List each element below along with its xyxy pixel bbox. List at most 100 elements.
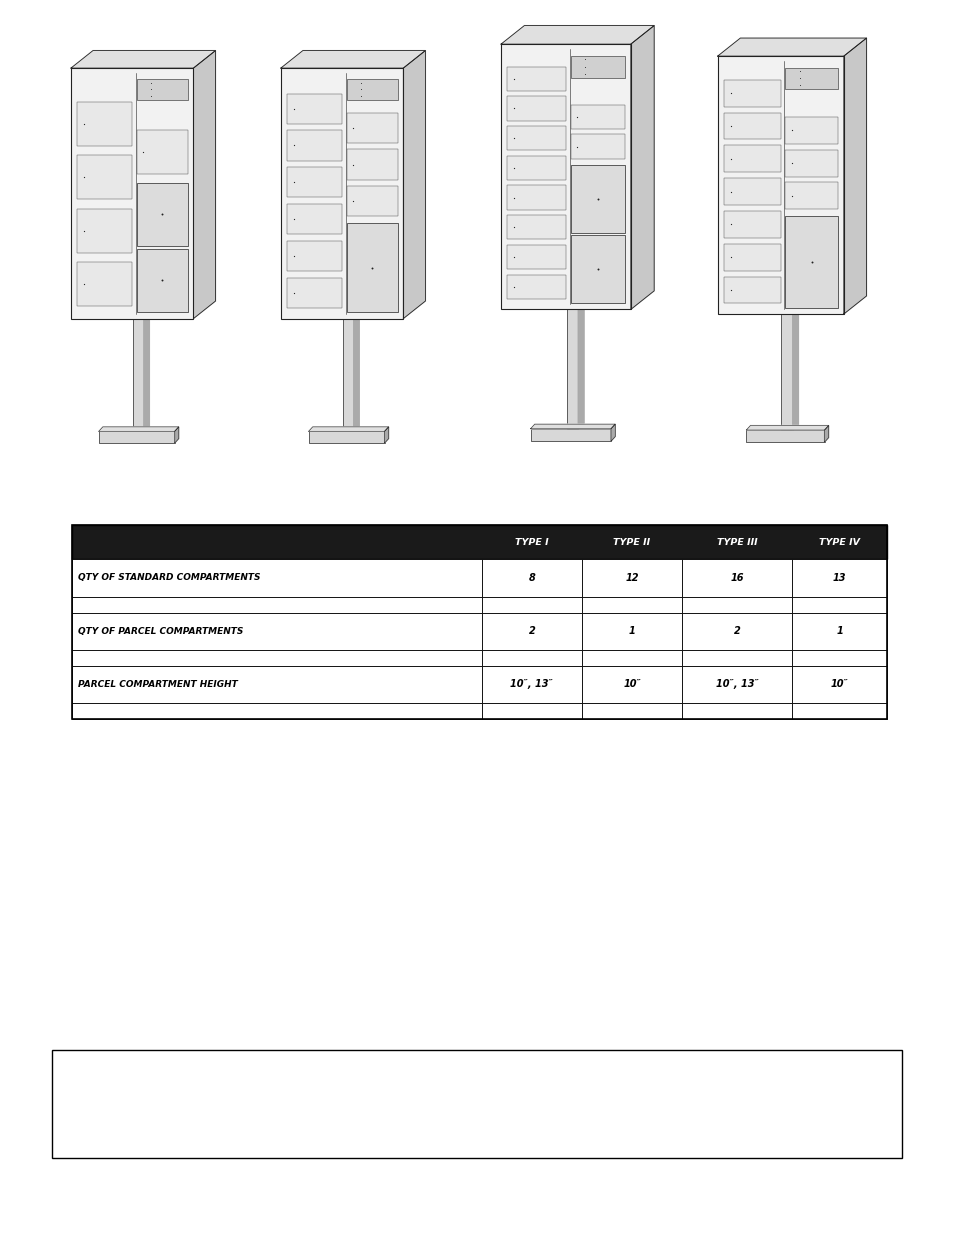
Bar bbox=[71, 597, 481, 613]
Polygon shape bbox=[144, 314, 150, 431]
Polygon shape bbox=[823, 426, 828, 442]
Text: 1: 1 bbox=[835, 626, 842, 636]
Text: 8: 8 bbox=[528, 573, 535, 583]
Bar bbox=[681, 666, 791, 703]
Bar bbox=[507, 245, 565, 269]
Polygon shape bbox=[630, 26, 654, 310]
Text: TYPE IV: TYPE IV bbox=[819, 537, 859, 547]
Bar bbox=[570, 236, 624, 303]
Bar bbox=[581, 703, 681, 719]
Bar bbox=[681, 703, 791, 719]
Polygon shape bbox=[174, 427, 178, 443]
Bar bbox=[581, 613, 681, 650]
Text: TYPE I: TYPE I bbox=[515, 537, 548, 547]
Bar bbox=[530, 429, 610, 441]
Bar bbox=[791, 703, 886, 719]
Bar bbox=[581, 666, 681, 703]
Bar bbox=[681, 559, 791, 597]
Bar bbox=[745, 430, 823, 442]
Bar bbox=[507, 156, 565, 180]
Bar bbox=[723, 146, 780, 172]
Bar bbox=[346, 186, 397, 216]
Bar bbox=[481, 613, 581, 650]
Text: 12: 12 bbox=[624, 573, 639, 583]
Bar bbox=[77, 262, 132, 306]
Bar bbox=[681, 650, 791, 666]
Bar bbox=[570, 56, 624, 78]
Bar bbox=[581, 650, 681, 666]
Bar bbox=[71, 525, 886, 719]
Bar bbox=[77, 156, 132, 199]
Bar bbox=[346, 112, 397, 143]
Bar bbox=[77, 209, 132, 253]
Bar bbox=[136, 79, 188, 100]
Text: 1: 1 bbox=[628, 626, 635, 636]
Text: 2: 2 bbox=[733, 626, 740, 636]
Bar bbox=[287, 94, 341, 124]
Bar bbox=[784, 117, 837, 143]
Bar bbox=[481, 650, 581, 666]
Bar bbox=[287, 278, 341, 308]
Bar bbox=[132, 319, 144, 431]
Polygon shape bbox=[578, 304, 583, 429]
Bar bbox=[99, 431, 174, 443]
Bar bbox=[481, 666, 581, 703]
Bar bbox=[570, 135, 624, 159]
Polygon shape bbox=[792, 309, 798, 430]
Text: 13: 13 bbox=[832, 573, 845, 583]
Polygon shape bbox=[403, 51, 425, 319]
Bar bbox=[481, 703, 581, 719]
Bar bbox=[136, 183, 188, 246]
Text: PARCEL COMPARTMENT HEIGHT: PARCEL COMPARTMENT HEIGHT bbox=[78, 679, 237, 689]
Bar bbox=[723, 80, 780, 106]
Bar bbox=[507, 96, 565, 121]
Bar bbox=[77, 101, 132, 146]
Bar bbox=[581, 597, 681, 613]
Polygon shape bbox=[309, 427, 388, 431]
Bar bbox=[723, 277, 780, 304]
Polygon shape bbox=[745, 426, 828, 430]
Text: 10″: 10″ bbox=[622, 679, 640, 689]
Text: I: I bbox=[135, 531, 141, 545]
Text: TYPE II: TYPE II bbox=[613, 537, 650, 547]
Bar bbox=[71, 68, 193, 319]
Polygon shape bbox=[99, 427, 178, 431]
Bar bbox=[791, 613, 886, 650]
Bar bbox=[481, 559, 581, 597]
Bar bbox=[309, 431, 384, 443]
Bar bbox=[346, 149, 397, 179]
Polygon shape bbox=[610, 424, 615, 441]
Text: 10″: 10″ bbox=[830, 679, 847, 689]
Bar bbox=[681, 597, 791, 613]
Polygon shape bbox=[280, 51, 425, 68]
Polygon shape bbox=[530, 424, 615, 429]
Bar bbox=[781, 314, 792, 430]
Bar bbox=[342, 319, 354, 431]
Bar bbox=[507, 274, 565, 299]
Bar bbox=[784, 149, 837, 177]
Polygon shape bbox=[717, 38, 865, 56]
Bar bbox=[71, 559, 481, 597]
Text: 16: 16 bbox=[729, 573, 743, 583]
Bar bbox=[566, 310, 578, 429]
Text: QTY OF STANDARD COMPARTMENTS: QTY OF STANDARD COMPARTMENTS bbox=[78, 573, 260, 583]
Bar bbox=[791, 666, 886, 703]
Bar bbox=[507, 185, 565, 210]
Bar bbox=[500, 44, 630, 310]
Bar bbox=[723, 178, 780, 205]
Bar bbox=[52, 1050, 901, 1158]
Bar bbox=[581, 559, 681, 597]
Bar bbox=[784, 183, 837, 210]
Bar bbox=[481, 597, 581, 613]
Text: III: III bbox=[562, 531, 581, 545]
Bar bbox=[791, 597, 886, 613]
Bar bbox=[287, 167, 341, 198]
Bar bbox=[570, 165, 624, 233]
Bar bbox=[287, 131, 341, 161]
Polygon shape bbox=[193, 51, 215, 319]
Bar bbox=[791, 559, 886, 597]
Bar bbox=[570, 105, 624, 130]
Polygon shape bbox=[71, 51, 215, 68]
Text: 10″, 13″: 10″, 13″ bbox=[715, 679, 758, 689]
Bar bbox=[136, 248, 188, 312]
